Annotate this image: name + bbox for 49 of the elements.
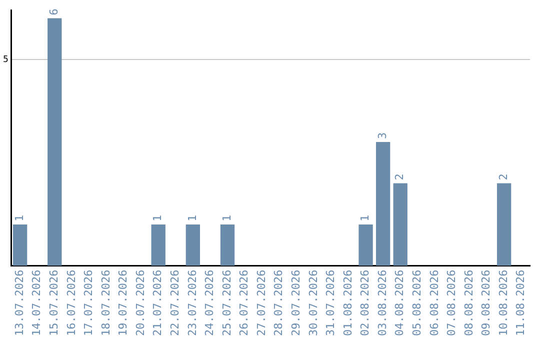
data-label: 1 [358, 214, 372, 222]
x-tick-label: 22.07.2026 [168, 270, 182, 336]
data-label: 6 [47, 8, 60, 16]
x-tick-label: 27.07.2026 [254, 270, 268, 336]
x-tick-label: 24.07.2026 [203, 270, 216, 336]
x-tick-label: 26.07.2026 [238, 270, 251, 336]
x-tick-label: 07.08.2026 [445, 270, 458, 336]
data-label: 1 [220, 214, 234, 222]
x-tick-label: 25.07.2026 [220, 270, 234, 336]
x-tick-label: 29.07.2026 [290, 270, 302, 336]
x-tick-label: 01.08.2026 [341, 270, 354, 336]
x-tick-label: 02.08.2026 [358, 270, 372, 336]
data-label: 2 [393, 174, 406, 180]
bar [12, 224, 28, 266]
x-tick-label: 17.07.2026 [82, 270, 96, 336]
x-tick-label: 09.08.2026 [480, 270, 493, 336]
bar [393, 183, 408, 266]
x-tick-label: 28.07.2026 [272, 270, 286, 336]
bar [48, 18, 62, 266]
x-tick-label: 15.07.2026 [47, 270, 60, 336]
data-label: 3 [376, 132, 389, 140]
data-label: 2 [496, 174, 510, 180]
x-tick-label: 05.08.2026 [410, 270, 424, 336]
x-tick-label: 30.07.2026 [306, 270, 320, 336]
x-tick-label: 23.07.2026 [186, 270, 199, 336]
x-tick-label: 13.07.2026 [12, 270, 26, 336]
bar [358, 224, 373, 266]
x-tick-label: 06.08.2026 [428, 270, 441, 336]
x-tick-label: 08.08.2026 [462, 270, 476, 336]
bar [151, 224, 166, 266]
data-label: 1 [151, 214, 164, 222]
x-tick-label: 03.08.2026 [376, 270, 389, 336]
bar [186, 224, 200, 266]
x-tick-label: 16.07.2026 [64, 270, 78, 336]
bar [376, 142, 390, 266]
bar [220, 224, 235, 266]
x-tick-label: 11.08.2026 [514, 270, 528, 336]
x-tick-label: 18.07.2026 [99, 270, 112, 336]
bar [496, 183, 512, 266]
data-label: 1 [186, 214, 199, 222]
x-tick-label: 14.07.2026 [30, 270, 44, 336]
x-tick-label: 10.08.2026 [496, 270, 510, 336]
x-tick-label: 31.07.2026 [324, 270, 338, 336]
x-tick-label: 20.07.2026 [134, 270, 147, 336]
y-tick-label: 5 [2, 54, 8, 65]
data-label: 1 [12, 214, 26, 222]
x-tick-label: 21.07.2026 [151, 270, 164, 336]
x-tick-label: 04.08.2026 [393, 270, 406, 336]
x-tick-label: 19.07.2026 [116, 270, 130, 336]
